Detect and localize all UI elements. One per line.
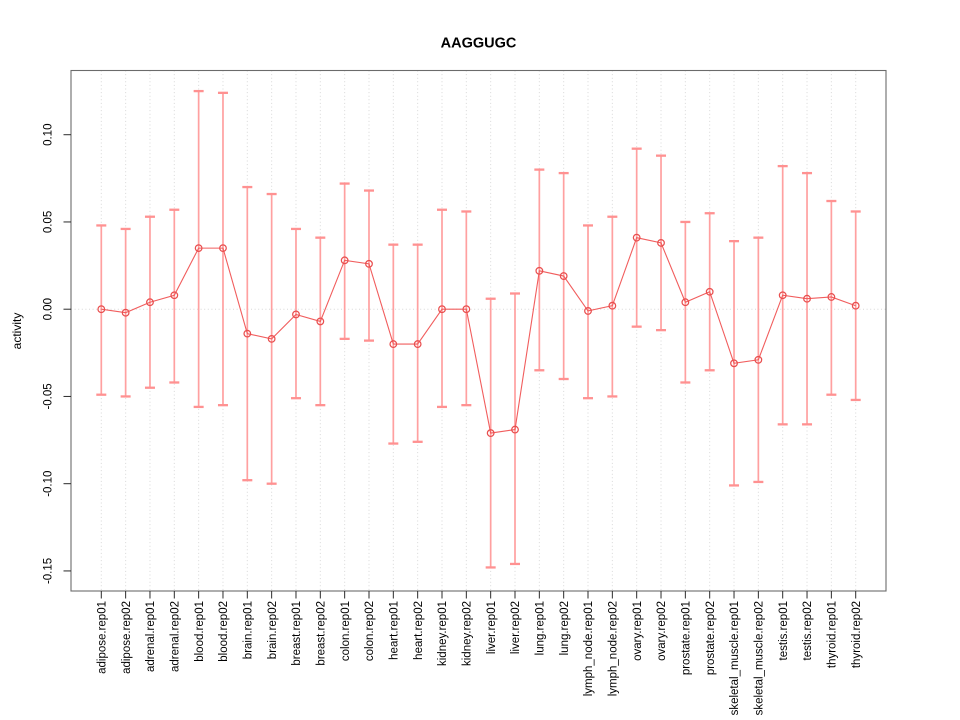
data-point <box>705 287 714 296</box>
x-tick-label: prostate.rep02 <box>705 601 717 675</box>
data-point <box>121 308 130 317</box>
data-point <box>584 307 592 315</box>
data-point <box>827 293 836 301</box>
axes-layer: 0.10 0.05 0.00 -0.05 -0.10 -0.15 adipose.rep01… <box>43 69 887 715</box>
data-point <box>608 301 617 310</box>
x-tick-label: liver.rep01 <box>486 601 498 654</box>
y-tick-label: -0.15 <box>43 558 55 584</box>
data-point <box>803 294 811 303</box>
series-line <box>101 237 856 434</box>
x-tick-label: kidney.rep01 <box>437 601 449 666</box>
data-point <box>170 291 179 300</box>
x-tick-label: colon.rep02 <box>364 601 376 661</box>
x-tick-label: prostate.rep01 <box>681 601 693 675</box>
x-tick-label: blood.rep02 <box>218 601 230 662</box>
x-tick-label: skeletal_muscle.rep02 <box>754 601 766 715</box>
x-tick-label: thyroid.rep01 <box>827 601 839 668</box>
x-tick-label: blood.rep01 <box>194 601 206 662</box>
y-tick-label: 0.05 <box>43 211 55 233</box>
x-tick-label: heart.rep02 <box>413 601 425 660</box>
data-point <box>681 298 690 307</box>
data-point <box>657 238 665 247</box>
data-point <box>730 359 738 368</box>
x-tick-label: testis.rep01 <box>778 601 790 660</box>
data-point <box>316 317 325 326</box>
x-tick-label: lymph_node.rep02 <box>608 601 620 696</box>
x-tick-label: adrenal.rep01 <box>145 601 157 672</box>
x-tick-label: kidney.rep02 <box>462 601 474 666</box>
data-point <box>219 244 227 253</box>
y-tick-label: 0.10 <box>43 124 55 146</box>
x-tick-label: thyroid.rep02 <box>851 601 863 668</box>
data-point <box>754 355 763 364</box>
data-point <box>438 305 446 314</box>
x-tick-label: ovary.rep02 <box>656 601 668 661</box>
plot-border <box>70 69 887 592</box>
x-tick-label: adipose.rep01 <box>97 601 109 674</box>
data-point <box>365 259 373 268</box>
x-tick-label: adrenal.rep02 <box>170 601 182 672</box>
x-tick-label: lung.rep01 <box>535 601 547 655</box>
data-point <box>632 233 641 242</box>
x-tick-label: lung.rep02 <box>559 601 571 655</box>
grid-layer <box>71 70 886 591</box>
x-tick-label: breast.rep01 <box>291 601 303 666</box>
x-tick-label: liver.rep02 <box>510 601 522 654</box>
x-tick-label: colon.rep01 <box>340 601 352 661</box>
data-point <box>511 425 519 434</box>
x-tick-label: ovary.rep01 <box>632 601 644 661</box>
y-tick-label: -0.10 <box>43 471 55 497</box>
data-point <box>146 298 154 307</box>
x-tick-label: testis.rep02 <box>802 601 814 660</box>
data-point <box>559 272 568 280</box>
x-tick-label: skeletal_muscle.rep01 <box>729 601 741 715</box>
x-tick-label: breast.rep02 <box>316 601 328 666</box>
series-layer <box>97 233 860 438</box>
data-point <box>778 291 787 300</box>
data-point <box>97 305 106 314</box>
y-tick-label: 0.00 <box>43 298 55 320</box>
data-point <box>413 340 422 349</box>
data-point <box>194 244 203 253</box>
data-point <box>243 329 252 338</box>
data-point <box>267 334 276 343</box>
data-point <box>389 340 398 349</box>
x-tick-label: adipose.rep02 <box>121 601 133 674</box>
data-point <box>486 429 495 438</box>
x-tick-label: brain.rep02 <box>267 601 279 659</box>
chart-title: AAGGUGC <box>441 36 517 52</box>
data-point <box>851 301 860 310</box>
data-point <box>292 310 300 319</box>
y-tick-label: -0.05 <box>43 383 55 409</box>
x-tick-label: heart.rep01 <box>389 601 401 660</box>
x-tick-label: brain.rep01 <box>243 601 255 659</box>
x-tick-label: lymph_node.rep01 <box>583 601 595 696</box>
errorbars-layer <box>96 89 861 569</box>
data-point <box>535 266 544 275</box>
data-point <box>462 305 471 314</box>
y-axis-label: activity <box>10 313 24 350</box>
data-point <box>340 256 349 265</box>
